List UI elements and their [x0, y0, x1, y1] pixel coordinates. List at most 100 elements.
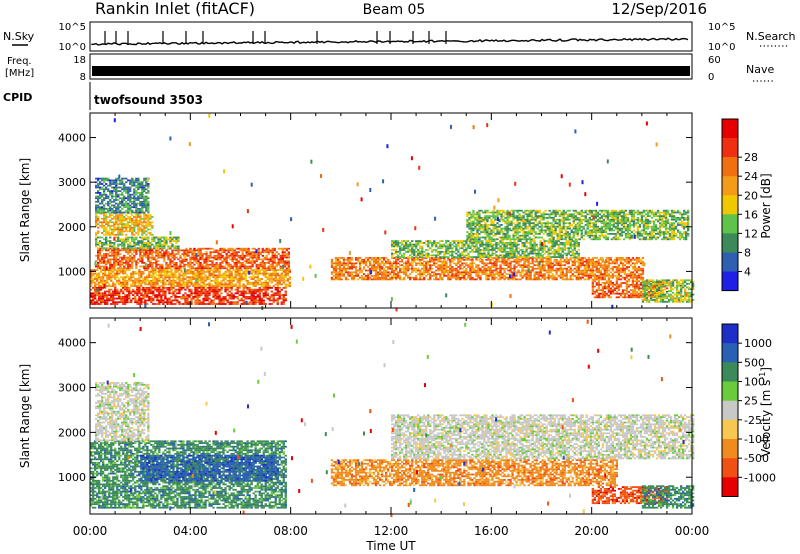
heatmap-cell [107, 225, 110, 227]
heatmap-cell [417, 252, 420, 255]
heatmap-cell [348, 262, 352, 265]
heatmap-cell [421, 275, 424, 277]
heatmap-cell [99, 247, 102, 250]
heatmap-cell [261, 251, 264, 254]
heatmap-cell [471, 245, 474, 248]
heatmap-cell [164, 276, 167, 279]
heatmap-cell [114, 274, 117, 277]
heatmap-cell [399, 269, 402, 272]
heatmap-cell [243, 267, 246, 270]
heatmap-cell [368, 271, 372, 274]
heatmap-cell [221, 260, 224, 263]
heatmap-cell [145, 216, 148, 218]
heatmap-cell [104, 272, 107, 275]
heatmap-cell [152, 269, 155, 271]
heatmap-cell [148, 274, 151, 277]
heatmap-cell [286, 283, 290, 286]
heatmap-cell [99, 242, 102, 244]
heatmap-cell [485, 254, 488, 257]
heatmap-cell [575, 267, 578, 270]
heatmap-cell [139, 193, 142, 196]
heatmap-cell [284, 272, 287, 275]
heatmap-cell [99, 181, 102, 184]
heatmap-cell [267, 260, 270, 263]
heatmap-cell [117, 226, 120, 229]
heatmap-cell [471, 256, 474, 258]
heatmap-cell [366, 260, 370, 263]
heatmap-cell [403, 254, 406, 257]
heatmap-cell [471, 243, 474, 246]
heatmap-cell [190, 272, 193, 275]
heatmap-cell [451, 254, 454, 257]
heatmap-cell [437, 254, 440, 257]
heatmap-cell [257, 258, 260, 261]
heatmap-cell [151, 216, 154, 218]
heatmap-cell [118, 296, 121, 298]
heatmap-cell [111, 179, 114, 182]
heatmap-cell [543, 278, 546, 281]
heatmap-cell [471, 257, 474, 259]
heatmap-cell [457, 258, 460, 261]
heatmap-cell [133, 192, 136, 194]
heatmap-cell [246, 272, 249, 275]
heatmap-cell [188, 285, 191, 287]
heatmap-cell [103, 243, 106, 246]
heatmap-cell [127, 258, 130, 261]
heatmap-cell [196, 278, 199, 280]
heatmap-cell [123, 188, 126, 191]
heatmap-cell [101, 193, 104, 196]
heatmap-cell [447, 275, 450, 277]
heatmap-cell [439, 256, 442, 258]
heatmap-cell [260, 288, 263, 291]
nsearch-tick-top: 10^5 [708, 22, 735, 33]
heatmap-cell [282, 279, 285, 282]
heatmap-cell [495, 257, 498, 259]
heatmap-cell [425, 257, 428, 259]
heatmap-cell [133, 245, 136, 248]
heatmap-cell [171, 236, 174, 239]
heatmap-cell [130, 285, 133, 287]
heatmap-cell [421, 278, 424, 281]
heatmap-cell [368, 273, 372, 275]
heatmap-cell [142, 272, 145, 275]
heatmap-cell [443, 243, 446, 246]
heatmap-cell [465, 273, 468, 275]
heatmap-cell [99, 245, 102, 248]
heatmap-cell [539, 269, 542, 272]
heatmap-cell [141, 243, 144, 246]
heatmap-cell [158, 269, 161, 271]
heatmap-cell [253, 260, 256, 263]
heatmap-cell [409, 243, 412, 246]
heatmap-cell [469, 262, 472, 265]
heatmap-cell [136, 303, 139, 305]
heatmap-cell [234, 303, 237, 305]
heatmap-cell [455, 257, 458, 259]
heatmap-cell [145, 183, 148, 185]
heatmap-cell [451, 243, 454, 246]
heatmap-cell [155, 251, 158, 254]
heatmap-cell [216, 292, 219, 295]
heatmap-cell [226, 292, 229, 295]
heatmap-cell [181, 262, 184, 264]
heatmap-cell [204, 303, 207, 305]
heatmap-cell [127, 223, 130, 225]
heatmap-cell [391, 266, 394, 268]
heatmap-cell [557, 262, 560, 265]
heatmap-cell [145, 181, 148, 184]
heatmap-cell [505, 264, 508, 267]
heatmap-cell [631, 276, 635, 279]
heatmap-cell [523, 264, 526, 267]
heatmap-cell [469, 245, 472, 248]
heatmap-cell [147, 263, 150, 266]
heatmap-cell [139, 242, 142, 244]
heatmap-cell [591, 264, 595, 267]
heatmap-cell [595, 257, 599, 259]
heatmap-cell [144, 288, 147, 291]
heatmap-cell [503, 257, 506, 259]
heatmap-cell [220, 297, 223, 300]
heatmap-cell [421, 250, 424, 253]
heatmap-cell [201, 263, 204, 266]
heatmap-cell [403, 240, 406, 242]
heatmap-cell [413, 245, 416, 248]
heatmap-cell [208, 272, 211, 275]
